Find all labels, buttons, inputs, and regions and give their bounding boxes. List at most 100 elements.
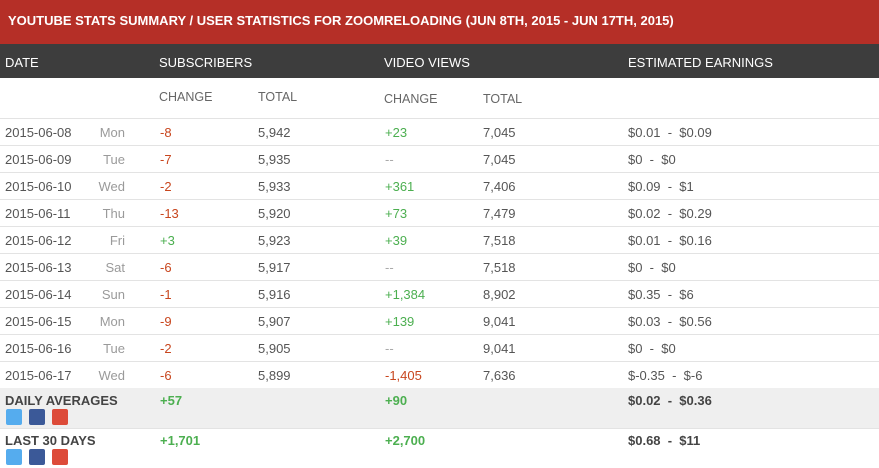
row-divider	[0, 428, 879, 429]
subscriber-change: -2	[160, 179, 172, 194]
subscriber-change: -6	[160, 368, 172, 383]
earnings: $0.02 - $0.29	[628, 206, 712, 221]
subscriber-change: -13	[160, 206, 179, 221]
earnings: $0 - $0	[628, 341, 676, 356]
title-bar	[0, 0, 879, 44]
row-divider	[0, 361, 879, 362]
row-divider	[0, 145, 879, 146]
column-header: VIDEO VIEWS	[384, 55, 470, 70]
subcolumn-header: CHANGE	[384, 92, 438, 106]
date: 2015-06-16	[5, 341, 72, 356]
row-divider	[0, 280, 879, 281]
weekday: Sat	[105, 260, 125, 275]
subscriber-total: 5,935	[258, 152, 291, 167]
view-change: +139	[385, 314, 415, 329]
weekday: Mon	[99, 314, 125, 329]
weekday: Wed	[98, 179, 126, 194]
view-total: 7,045	[483, 125, 516, 140]
date: 2015-06-17	[5, 368, 72, 383]
date: 2015-06-13	[5, 260, 72, 275]
subscriber-total: 5,916	[258, 287, 291, 302]
subscriber-total: 5,917	[258, 260, 291, 275]
date: 2015-06-10	[5, 179, 72, 194]
weekday: Wed	[98, 368, 126, 383]
subcolumn-header: TOTAL	[258, 90, 298, 104]
summary-earnings: $0.68 - $11	[628, 433, 701, 448]
twitter-icon[interactable]	[6, 449, 22, 465]
subscriber-change: -8	[160, 125, 172, 140]
summary-label: LAST 30 DAYS	[5, 433, 96, 448]
facebook-icon[interactable]	[29, 449, 45, 465]
weekday: Mon	[99, 125, 125, 140]
date: 2015-06-11	[5, 206, 71, 221]
view-total: 7,518	[483, 233, 516, 248]
view-total: 9,041	[483, 341, 516, 356]
summary-subscriber-change: +1,701	[160, 433, 201, 448]
summary-earnings: $0.02 - $0.36	[628, 393, 712, 408]
subscriber-total: 5,920	[258, 206, 291, 221]
row-divider	[0, 334, 879, 335]
subscriber-change: +3	[160, 233, 175, 248]
subcolumn-header: TOTAL	[483, 92, 523, 106]
view-total: 8,902	[483, 287, 516, 302]
subscriber-total: 5,942	[258, 125, 291, 140]
twitter-icon[interactable]	[6, 409, 22, 425]
subcolumn-header: CHANGE	[159, 90, 213, 104]
view-change: +361	[385, 179, 415, 194]
view-total: 7,479	[483, 206, 516, 221]
subscriber-total: 5,907	[258, 314, 291, 329]
view-total: 7,406	[483, 179, 516, 194]
subscriber-total: 5,933	[258, 179, 291, 194]
summary-subscriber-change: +57	[160, 393, 183, 408]
view-change: +1,384	[385, 287, 426, 302]
row-divider	[0, 226, 879, 227]
earnings: $0.03 - $0.56	[628, 314, 712, 329]
subscriber-change: -1	[160, 287, 172, 302]
date: 2015-06-15	[5, 314, 72, 329]
view-change: +73	[385, 206, 408, 221]
date: 2015-06-12	[5, 233, 72, 248]
earnings: $0 - $0	[628, 152, 676, 167]
view-change: +39	[385, 233, 408, 248]
weekday: Tue	[103, 152, 125, 167]
weekday: Tue	[103, 341, 125, 356]
earnings: $-0.35 - $-6	[628, 368, 703, 383]
summary-view-change: +2,700	[385, 433, 426, 448]
view-total: 7,518	[483, 260, 516, 275]
date: 2015-06-08	[5, 125, 72, 140]
google-plus-icon[interactable]	[52, 409, 68, 425]
view-change: +23	[385, 125, 408, 140]
subscriber-total: 5,905	[258, 341, 291, 356]
earnings: $0.09 - $1	[628, 179, 694, 194]
view-total: 9,041	[483, 314, 516, 329]
earnings: $0.35 - $6	[628, 287, 694, 302]
view-change: -1,405	[385, 368, 422, 383]
facebook-icon[interactable]	[29, 409, 45, 425]
view-total: 7,636	[483, 368, 516, 383]
weekday: Thu	[102, 206, 125, 221]
date: 2015-06-09	[5, 152, 72, 167]
subscriber-change: -2	[160, 341, 172, 356]
row-divider	[0, 199, 879, 200]
earnings: $0.01 - $0.09	[628, 125, 712, 140]
column-header: ESTIMATED EARNINGS	[628, 55, 773, 70]
subscriber-change: -7	[160, 152, 172, 167]
subscriber-change: -6	[160, 260, 172, 275]
title: YOUTUBE STATS SUMMARY / USER STATISTICS …	[8, 13, 674, 28]
summary-label: DAILY AVERAGES	[5, 393, 118, 408]
weekday: Sun	[101, 287, 125, 302]
header-bar	[0, 44, 879, 78]
row-divider	[0, 307, 879, 308]
weekday: Fri	[109, 233, 125, 248]
view-change: --	[385, 341, 394, 356]
subscriber-total: 5,899	[258, 368, 291, 383]
date: 2015-06-14	[5, 287, 72, 302]
row-divider	[0, 253, 879, 254]
google-plus-icon[interactable]	[52, 449, 68, 465]
summary-background	[0, 388, 879, 428]
row-divider	[0, 172, 879, 173]
row-divider	[0, 118, 879, 119]
view-change: --	[385, 152, 394, 167]
column-header: SUBSCRIBERS	[159, 55, 253, 70]
